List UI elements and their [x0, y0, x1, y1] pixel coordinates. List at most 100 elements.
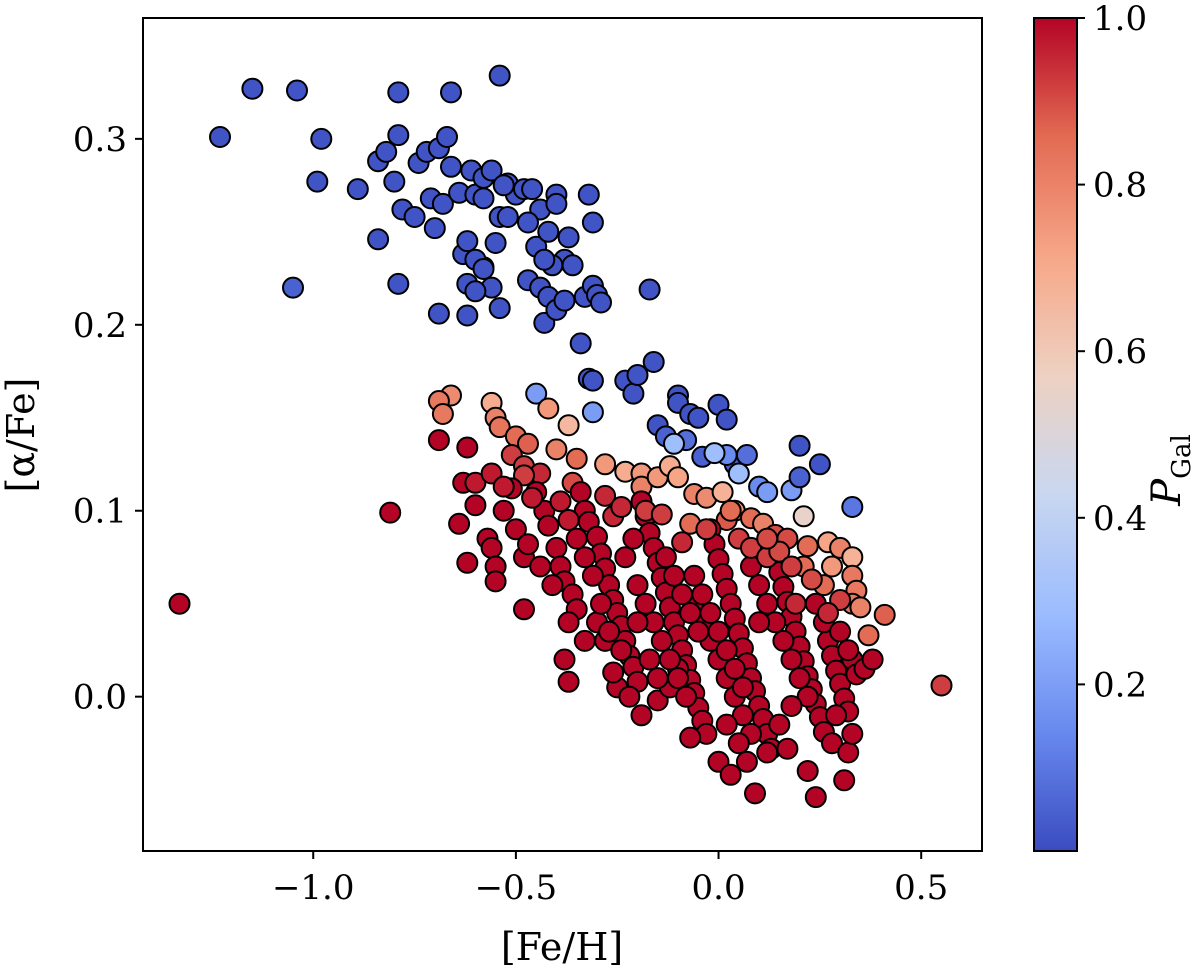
- data-point: [748, 611, 771, 634]
- data-point: [687, 620, 710, 643]
- data-point: [403, 206, 426, 228]
- data-point: [667, 466, 689, 489]
- data-point: [873, 603, 896, 626]
- data-point: [492, 174, 515, 197]
- data-point: [691, 583, 714, 606]
- data-point: [488, 416, 511, 439]
- data-point: [565, 527, 588, 550]
- data-point: [841, 722, 864, 745]
- data-point: [387, 272, 410, 295]
- data-point: [618, 685, 641, 708]
- data-point: [541, 574, 564, 597]
- data-point: [768, 713, 791, 736]
- data-point: [346, 178, 369, 201]
- data-point: [756, 481, 779, 504]
- data-point: [517, 533, 539, 556]
- data-point: [821, 555, 843, 578]
- data-point: [658, 648, 681, 671]
- data-point: [367, 228, 390, 251]
- data-point: [557, 509, 580, 531]
- data-point: [565, 447, 588, 470]
- data-point: [590, 592, 612, 615]
- data-point: [440, 81, 462, 104]
- data-point: [431, 192, 454, 215]
- data-point: [517, 432, 539, 455]
- colorbar: [1033, 17, 1078, 852]
- data-point: [622, 382, 645, 405]
- data-point: [638, 278, 661, 301]
- data-point: [663, 432, 685, 455]
- data-point: [788, 667, 811, 690]
- data-point: [557, 414, 580, 437]
- data-point: [861, 648, 884, 671]
- data-point: [537, 514, 560, 537]
- data-point: [679, 726, 702, 749]
- data-point: [545, 536, 568, 559]
- x-tick-label: 0.0: [692, 868, 746, 908]
- data-point: [683, 564, 706, 587]
- data-point: [626, 574, 649, 597]
- data-point: [488, 297, 511, 320]
- data-point: [756, 592, 779, 615]
- data-point: [711, 481, 734, 504]
- data-point: [517, 211, 539, 234]
- data-point: [784, 592, 807, 615]
- data-point: [521, 486, 544, 509]
- colorbar-ticks: 0.2 0.4 0.6 0.8 1.0: [1077, 0, 1147, 705]
- data-points: [168, 64, 953, 809]
- data-point: [715, 408, 738, 431]
- data-point: [598, 620, 621, 643]
- data-point: [241, 77, 264, 100]
- data-point: [671, 531, 694, 554]
- data-point: [626, 611, 649, 634]
- data-point: [780, 555, 803, 578]
- data-point: [496, 206, 519, 228]
- data-point: [549, 490, 572, 513]
- data-point: [667, 667, 689, 690]
- data-point: [614, 546, 637, 569]
- data-point: [513, 598, 535, 621]
- data-point: [521, 178, 544, 201]
- data-point: [719, 499, 742, 522]
- data-point: [387, 124, 410, 147]
- data-point: [594, 453, 617, 476]
- colorbar-label: PGal: [1144, 434, 1197, 507]
- data-point: [472, 187, 495, 210]
- data-point: [731, 704, 754, 727]
- data-point: [817, 602, 839, 624]
- data-point: [492, 499, 515, 522]
- data-point: [456, 551, 479, 574]
- data-point: [788, 466, 811, 489]
- data-point: [804, 786, 827, 809]
- colorbar-tick-label: 0.4: [1093, 499, 1147, 539]
- data-point: [581, 369, 604, 392]
- data-point: [756, 527, 779, 550]
- data-point: [577, 183, 600, 206]
- data-point: [610, 496, 633, 518]
- data-point: [849, 596, 872, 619]
- data-point: [650, 629, 673, 652]
- data-point: [581, 211, 604, 234]
- colorbar-tick-label: 0.6: [1093, 332, 1147, 372]
- colorbar-tick-label: 0.2: [1093, 665, 1147, 705]
- data-point: [829, 620, 852, 643]
- data-point: [472, 258, 495, 280]
- data-point: [537, 397, 560, 420]
- data-point: [436, 126, 458, 148]
- data-point: [383, 170, 406, 193]
- data-point: [857, 624, 880, 647]
- data-point: [687, 406, 710, 429]
- data-point: [776, 737, 799, 760]
- data-point: [557, 670, 580, 693]
- colorbar-tick-label: 0.8: [1093, 166, 1147, 206]
- data-point: [642, 351, 665, 373]
- data-point: [630, 704, 653, 727]
- data-point: [663, 564, 685, 587]
- data-point: [646, 667, 669, 690]
- data-point: [525, 382, 548, 405]
- data-point: [821, 732, 843, 755]
- data-point: [557, 611, 580, 634]
- data-point: [930, 674, 953, 697]
- data-point: [622, 527, 645, 550]
- data-point: [671, 583, 694, 606]
